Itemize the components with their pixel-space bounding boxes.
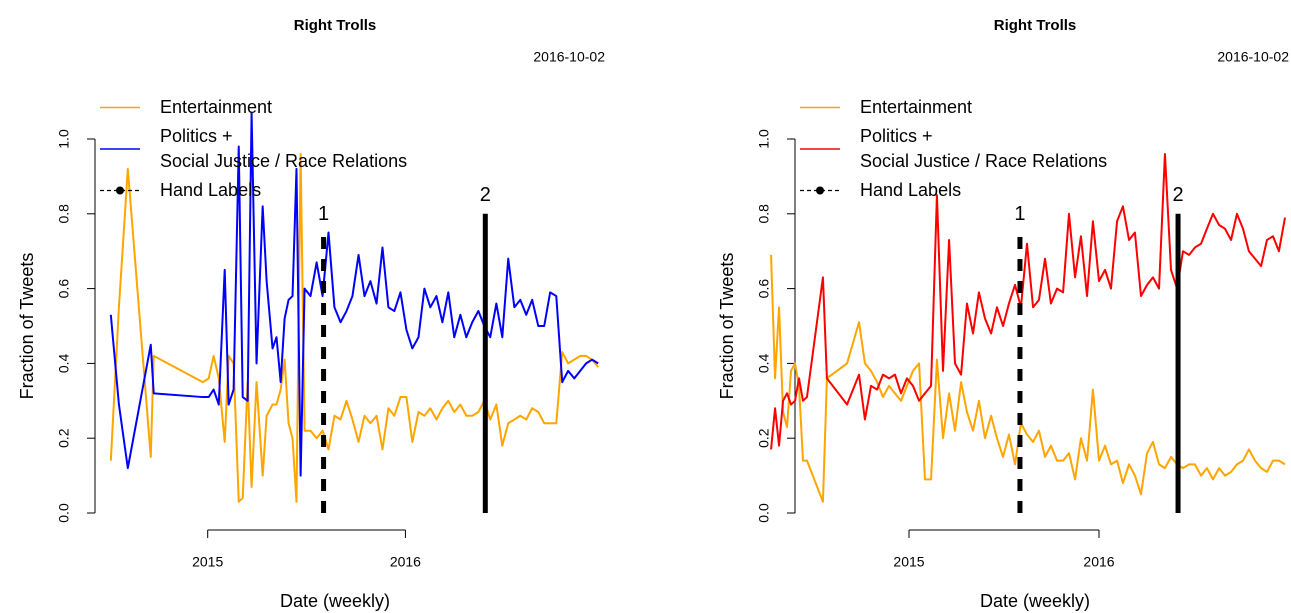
y-tick-label: 0.6 <box>756 279 772 299</box>
y-tick-label: 0.6 <box>56 279 72 299</box>
chart-subtitle: 2016-10-02 <box>533 49 605 65</box>
y-axis-label: Fraction of Tweets <box>717 253 737 400</box>
y-tick-label: 0.2 <box>756 428 772 448</box>
y-axis-label: Fraction of Tweets <box>17 253 37 400</box>
y-tick-label: 0.2 <box>56 428 72 448</box>
data-line <box>770 254 1286 503</box>
y-tick-label: 0.0 <box>56 503 72 523</box>
legend-label: Politics + Social Justice / Race Relatio… <box>160 126 408 171</box>
hand-label: 2 <box>480 184 491 206</box>
data-line <box>770 152 1286 450</box>
legend-label: Entertainment <box>160 97 273 117</box>
legend-label: Politics + Social Justice / Race Relatio… <box>860 126 1108 171</box>
x-tick-label: 2016 <box>390 554 421 570</box>
y-tick-label: 0.4 <box>56 353 72 373</box>
y-tick-label: 1.0 <box>56 129 72 149</box>
y-tick-label: 0.0 <box>756 503 772 523</box>
chart-title: Right Trolls <box>994 17 1077 34</box>
legend-label: Hand Labels <box>860 180 962 200</box>
x-tick-label: 2015 <box>192 554 223 570</box>
hand-label: 2 <box>1172 184 1183 206</box>
x-tick-label: 2016 <box>1083 554 1114 570</box>
hand-label: 1 <box>318 203 329 225</box>
legend-swatch-dot <box>116 186 124 195</box>
x-tick-label: 2015 <box>893 554 924 570</box>
y-tick-label: 0.8 <box>56 204 72 224</box>
y-tick-label: 0.4 <box>756 353 772 373</box>
legend-label: Entertainment <box>860 97 973 117</box>
hand-label: 1 <box>1014 203 1025 225</box>
x-axis-label: Date (weekly) <box>280 591 390 611</box>
chart-subtitle: 2016-10-02 <box>1217 49 1289 65</box>
legend-swatch-dot <box>816 186 824 195</box>
legend-label: Hand Labels <box>160 180 262 200</box>
data-line <box>109 111 599 477</box>
chart-title: Right Trolls <box>294 17 377 34</box>
x-axis-label: Date (weekly) <box>980 591 1090 611</box>
data-line <box>109 152 599 503</box>
y-tick-label: 0.8 <box>756 204 772 224</box>
y-tick-label: 1.0 <box>756 129 772 149</box>
